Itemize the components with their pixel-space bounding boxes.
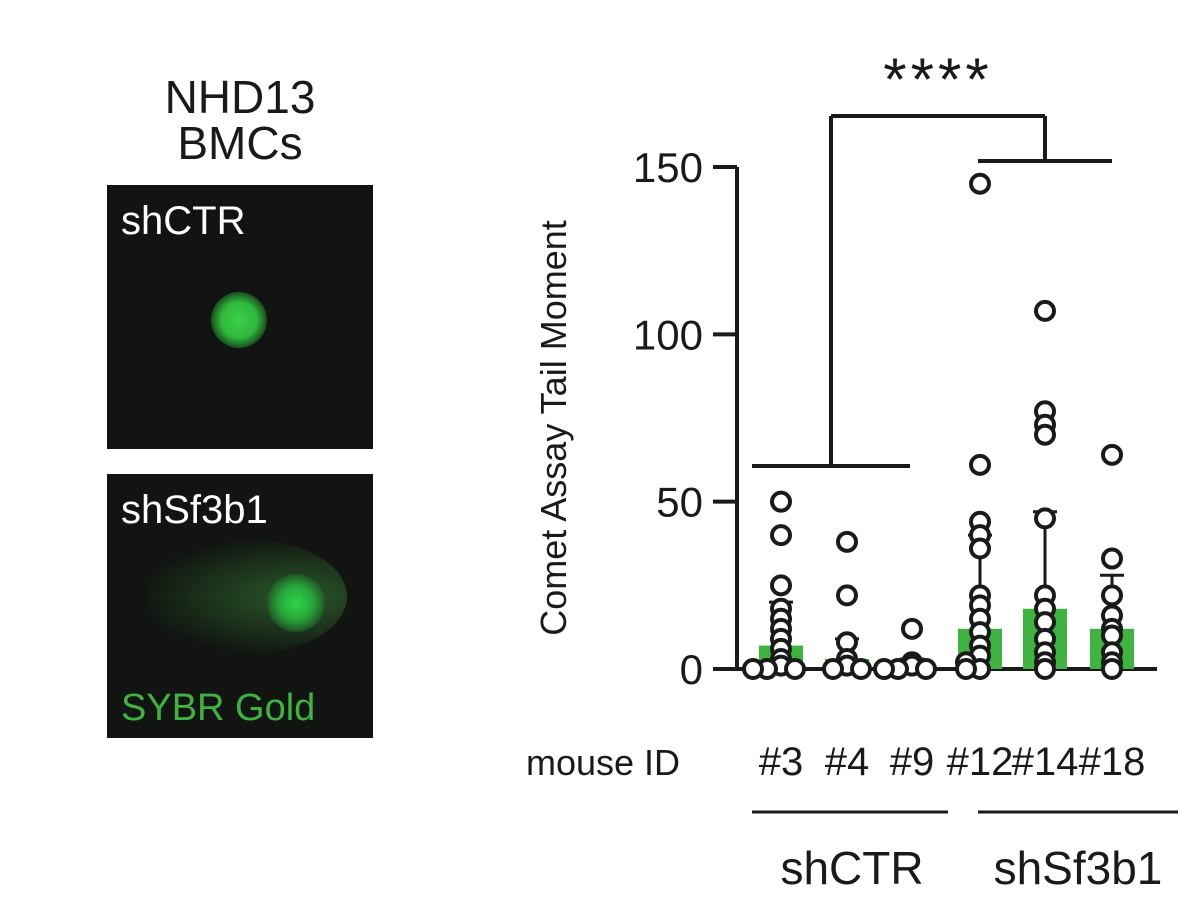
y-tick-label: 0 [680,646,703,693]
panel-title: NHD13 BMCs [100,74,380,166]
data-point [915,658,937,680]
data-point [969,172,991,195]
stain-label: SYBR Gold [121,687,316,729]
x-tick-label: #12 [947,740,1014,784]
micrograph-shsf3b1-label: shSf3b1 [121,488,268,532]
comet-head [267,574,325,632]
x-tick-label: #14 [1012,740,1079,784]
data-point [873,658,895,680]
x-axis-prefix: mouse ID [526,742,680,783]
group-labels: shCTR shSf3b1 [752,810,1178,894]
data-point [770,524,792,547]
y-tick-label: 150 [633,144,703,191]
data-point [1101,658,1123,680]
error-bars [769,510,1124,666]
data-point [969,537,991,560]
data-point [822,658,844,680]
data-point [1034,423,1056,446]
micrograph-shctr-label: shCTR [121,199,246,243]
bars [759,608,1134,669]
data-point [1034,507,1056,530]
panel-title-line2: BMCs [177,117,303,169]
data-point [836,584,858,607]
data-point [969,453,991,476]
data-point [1101,547,1123,570]
data-point [1034,299,1056,322]
data-point [784,658,806,680]
data-point [836,530,858,553]
axes: 0 50 100 150 [633,144,1157,693]
significance-stars: **** [883,46,992,113]
panel-title-line1: NHD13 [164,71,316,123]
significance-bracket: **** [752,46,1112,468]
group-label: shSf3b1 [994,842,1163,894]
y-axis-label: Comet Assay Tail Moment [533,220,574,636]
group-label: shCTR [780,842,923,894]
micrograph-shsf3b1: shSf3b1 SYBR Gold [107,474,373,738]
data-point [850,658,872,680]
data-point [1101,443,1123,466]
x-tick-label: #18 [1079,740,1146,784]
data-point [770,490,792,513]
y-tick-label: 100 [633,311,703,358]
data-point [955,658,977,680]
micrograph-shctr: shCTR [107,185,373,449]
data-point [901,617,923,640]
data-point [742,658,764,680]
intact-nucleus [211,292,267,348]
x-tick-label: #9 [890,740,935,784]
data-point [770,574,792,597]
data-point [1034,658,1056,680]
x-tick-label: #3 [759,740,804,784]
x-tick-labels: #3 #4 #9 #12#14 #18 [759,740,1146,784]
x-tick-label: #4 [825,740,870,784]
y-tick-label: 50 [656,479,703,526]
data-point [1101,584,1123,607]
data-points [742,172,1123,680]
